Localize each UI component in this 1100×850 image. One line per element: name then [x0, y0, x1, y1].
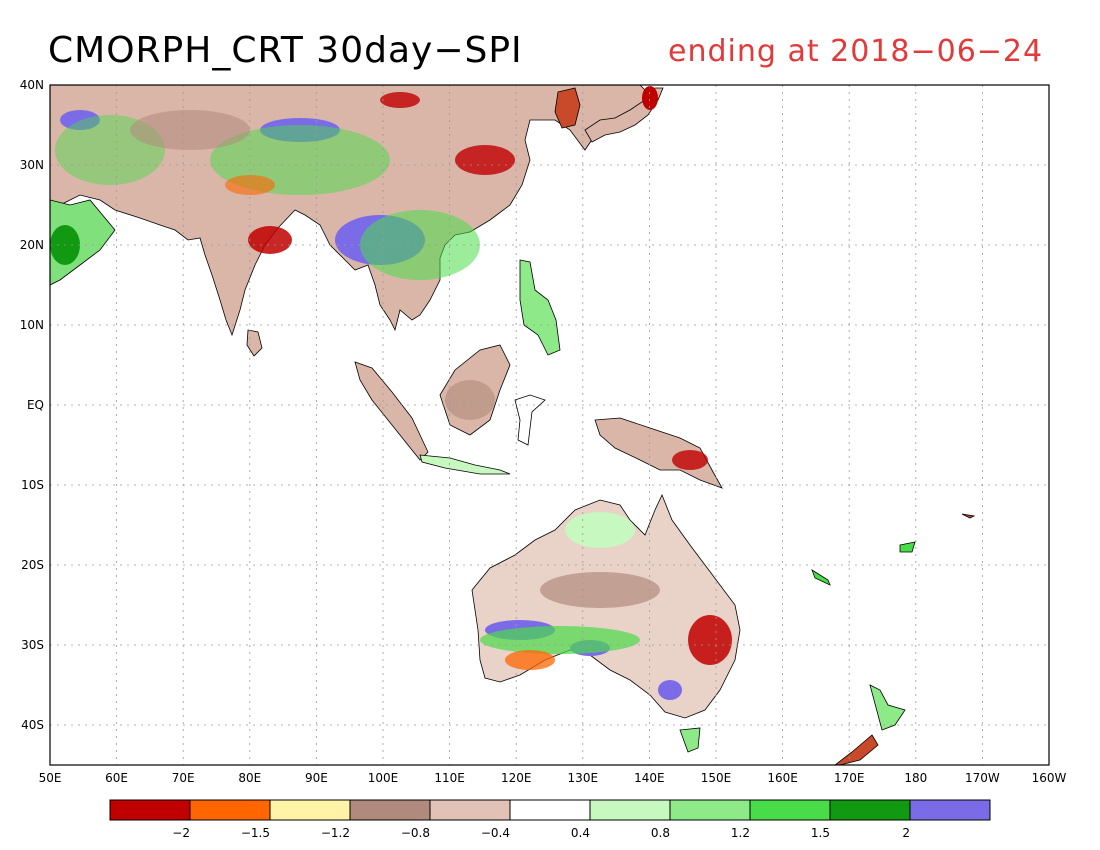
pale-wet-anomaly: [565, 512, 635, 548]
colorbar-tick-label: −1.5: [241, 826, 270, 840]
lon-tick-label: 80E: [238, 771, 261, 785]
new-zealand-south: [834, 734, 879, 765]
colorbar-swatch: [189, 799, 271, 821]
dry-anomaly: [505, 650, 555, 670]
lon-tick-label: 110E: [434, 771, 465, 785]
moist-anomaly: [360, 210, 480, 280]
longitude-labels: 50E 60E 70E 80E 90E 100E 110E 120E 130E 140E 150E 1…: [39, 771, 1067, 785]
dry-anomaly: [642, 86, 658, 110]
lat-tick-label: 30N: [20, 158, 44, 172]
moist-anomaly: [480, 626, 640, 654]
colorbar-swatch: [829, 799, 911, 821]
new-zealand-north: [869, 684, 906, 731]
island-fiji: [899, 541, 916, 553]
map-date-label: ending at 2018−06−24: [668, 34, 1044, 69]
wet-anomaly: [658, 680, 682, 700]
lon-tick-label: 180: [904, 771, 927, 785]
colorbar-swatch: [589, 799, 671, 821]
colorbar-tick-label: −2: [172, 826, 190, 840]
dry-anomaly: [688, 615, 732, 665]
colorbar-swatch: [909, 799, 991, 821]
colorbar-tick-label: −1.2: [321, 826, 350, 840]
lat-tick-label: EQ: [27, 398, 44, 412]
colorbar-tick-label: 0.8: [651, 826, 670, 840]
map-title: CMORPH_CRT 30day−SPI: [48, 30, 523, 71]
sumatra: [354, 361, 429, 461]
lon-tick-label: 170E: [834, 771, 865, 785]
mild-dry-anomaly: [540, 572, 660, 608]
colorbar-tick-label: 0.4: [571, 826, 590, 840]
colorbar-swatch: [269, 799, 351, 821]
dry-anomaly: [380, 92, 420, 108]
lon-tick-label: 70E: [172, 771, 195, 785]
colorbar-labels: −2 −1.5 −1.2 −0.8 −0.4 0.4 0.8 1.2 1.5 2: [172, 826, 910, 840]
lon-tick-label: 170W: [965, 771, 1000, 785]
graticule: [50, 85, 1049, 765]
colorbar-tick-label: 1.2: [731, 826, 750, 840]
lon-tick-label: 130E: [568, 771, 599, 785]
lon-tick-label: 90E: [305, 771, 328, 785]
sulawesi: [514, 394, 546, 446]
lat-tick-label: 20S: [21, 558, 44, 572]
map-frame: [49, 84, 1050, 766]
colorbar-tick-label: 1.5: [811, 826, 830, 840]
island-samoa: [961, 513, 976, 519]
spi-anomaly-shading: [50, 86, 732, 700]
korea-landmass: [554, 87, 581, 129]
colorbar-swatch: [109, 799, 191, 821]
lon-tick-label: 150E: [701, 771, 732, 785]
lon-tick-label: 100E: [368, 771, 399, 785]
dry-anomaly: [248, 226, 292, 254]
lat-tick-label: 40S: [21, 718, 44, 732]
lon-tick-label: 60E: [105, 771, 128, 785]
colorbar-swatch: [669, 799, 751, 821]
lon-tick-label: 160W: [1032, 771, 1067, 785]
dry-anomaly: [672, 450, 708, 470]
lon-tick-label: 50E: [39, 771, 62, 785]
lat-tick-label: 20N: [20, 238, 44, 252]
mild-dry-anomaly: [130, 110, 250, 150]
java: [419, 454, 511, 475]
colorbar-swatch: [349, 799, 431, 821]
philippines: [519, 259, 561, 356]
colorbar-swatch: [509, 799, 591, 821]
colorbar-tick-label: −0.4: [481, 826, 510, 840]
tasmania: [679, 727, 701, 753]
wet-anomaly: [60, 110, 100, 130]
lon-tick-label: 140E: [634, 771, 665, 785]
colorbar-tick-label: −0.8: [401, 826, 430, 840]
lat-tick-label: 10N: [20, 318, 44, 332]
colorbar: [109, 799, 991, 821]
new-guinea: [594, 417, 723, 489]
island-new-caledonia: [811, 569, 831, 586]
latitude-labels: 40N 30N 20N 10N EQ 10S 20S 30S 40S: [20, 78, 44, 732]
colorbar-tick-label: 2: [902, 826, 910, 840]
lat-tick-label: 40N: [20, 78, 44, 92]
lat-tick-label: 10S: [21, 478, 44, 492]
colorbar-swatch: [749, 799, 831, 821]
lat-tick-label: 30S: [21, 638, 44, 652]
sri-lanka: [246, 329, 263, 357]
lon-tick-label: 120E: [501, 771, 532, 785]
colorbar-swatch: [429, 799, 511, 821]
mild-dry-anomaly: [445, 380, 495, 420]
dry-anomaly: [455, 145, 515, 175]
lon-tick-label: 160E: [767, 771, 798, 785]
